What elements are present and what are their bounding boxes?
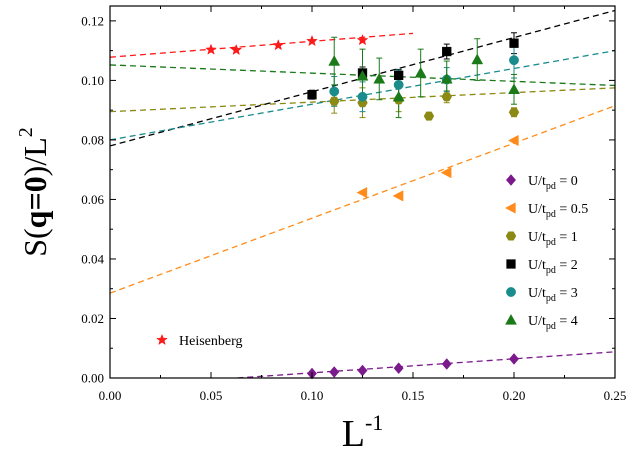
- legend-label-main: U/t: [528, 202, 546, 217]
- data-point: [394, 70, 404, 80]
- data-point: [508, 83, 520, 94]
- fit-line: [110, 49, 615, 141]
- legend-marker: [505, 313, 517, 325]
- data-point: [442, 46, 452, 57]
- data-point: [306, 34, 318, 47]
- y-tick-label: 0.06: [81, 192, 104, 207]
- data-markers: [205, 34, 520, 380]
- legend-label-main: U/t: [528, 286, 546, 301]
- y-tick-label: 0.02: [81, 311, 104, 326]
- fit-line: [110, 32, 414, 58]
- data-point: [440, 72, 453, 84]
- data-point: [356, 69, 369, 81]
- data-point: [507, 134, 519, 147]
- x-axis-title-sup: -1: [365, 410, 383, 435]
- legend-label-sub: pd: [546, 321, 556, 332]
- data-point: [393, 79, 404, 90]
- legend-label-sub: pd: [546, 265, 556, 276]
- legend-marker: [505, 174, 516, 186]
- y-axis-title-pre: S(: [17, 228, 53, 256]
- data-point: [392, 90, 405, 102]
- data-point: [357, 91, 368, 102]
- legend-label-main: U/t: [528, 258, 546, 273]
- legend-label-main: U/t: [528, 174, 546, 189]
- legend-label-main: U/t: [528, 230, 546, 245]
- x-tick-label: 0.20: [503, 388, 526, 403]
- data-point: [356, 34, 369, 46]
- x-tick-label: 0.10: [301, 388, 324, 403]
- x-tick-label: 0.00: [99, 388, 122, 403]
- data-point: [471, 53, 484, 65]
- data-point: [329, 86, 340, 97]
- data-point: [414, 66, 427, 78]
- y-axis-title-sup: 2: [15, 127, 37, 137]
- legend-marker: [506, 259, 516, 269]
- legend-marker: [505, 231, 517, 241]
- legend-label: U/tpd = 2: [528, 258, 578, 276]
- data-point: [373, 72, 386, 84]
- legend-label-sub: pd: [546, 237, 556, 248]
- legend-label: Heisenberg: [179, 334, 243, 349]
- legend-label-value: = 3: [556, 286, 578, 301]
- legend-label: U/tpd = 4: [528, 314, 578, 332]
- legend-marker: [506, 287, 516, 297]
- legend-label: U/tpd = 0: [528, 174, 578, 192]
- legend-marker: [156, 333, 168, 346]
- data-point: [509, 38, 519, 48]
- data-point: [356, 186, 368, 199]
- legend-label: U/tpd = 3: [528, 286, 578, 304]
- data-point: [357, 364, 368, 377]
- fit-line: [237, 351, 615, 378]
- y-tick-label: 0.04: [81, 251, 104, 266]
- legend-label-sub: pd: [546, 293, 556, 304]
- data-point: [230, 43, 243, 56]
- data-point: [440, 167, 452, 179]
- x-tick-label: 0.25: [604, 388, 627, 403]
- data-point: [328, 96, 340, 106]
- y-axis-title: S(q=0)/L2: [15, 127, 53, 257]
- legend-label-main: U/t: [528, 314, 546, 329]
- data-point: [205, 43, 217, 55]
- tick-labels: 0.00 0.05 0.10 0.15 0.20 0.25 0.00 0.02 0.04 0.06…: [81, 13, 626, 403]
- data-point: [509, 55, 519, 66]
- data-point: [392, 190, 404, 202]
- data-point: [508, 107, 520, 117]
- data-point: [393, 362, 404, 375]
- data-point: [441, 92, 452, 102]
- data-point: [508, 353, 519, 365]
- data-point: [328, 55, 341, 66]
- y-tick-label: 0.08: [81, 132, 104, 147]
- legend-label-sub: pd: [546, 181, 556, 192]
- x-tick-label: 0.05: [200, 388, 223, 403]
- data-point: [423, 111, 435, 121]
- data-point: [441, 358, 452, 370]
- data-point: [329, 366, 340, 378]
- legend-label-sub: pd: [546, 209, 556, 220]
- x-axis-title-base: L: [342, 413, 365, 452]
- y-axis-title-bold: q=0: [17, 176, 53, 228]
- legend-label: U/tpd = 1: [528, 230, 578, 248]
- y-tick-label: 0.12: [81, 13, 104, 28]
- x-tick-label: 0.15: [402, 388, 425, 403]
- axis-ticks: [109, 6, 616, 379]
- legend-label-main: Heisenberg: [179, 334, 243, 349]
- legend: U/tpd = 0U/tpd = 0.5U/tpd = 1U/tpd = 2U/…: [156, 174, 588, 349]
- legend-label-value: = 1: [556, 230, 578, 245]
- data-point: [307, 90, 317, 100]
- legend-label-value: = 0: [556, 174, 578, 189]
- legend-label-value: = 0.5: [556, 202, 588, 217]
- y-tick-label: 0.10: [81, 73, 104, 88]
- legend-label-value: = 4: [556, 314, 578, 329]
- x-axis-title: L-1: [342, 410, 384, 452]
- legend-label: U/tpd = 0.5: [528, 202, 588, 220]
- legend-marker: [504, 202, 516, 214]
- y-axis-title-post: )/L: [17, 137, 53, 176]
- legend-label-value: = 2: [556, 258, 578, 273]
- data-point: [272, 39, 285, 51]
- y-tick-label: 0.00: [81, 371, 104, 386]
- error-bars: [309, 32, 517, 119]
